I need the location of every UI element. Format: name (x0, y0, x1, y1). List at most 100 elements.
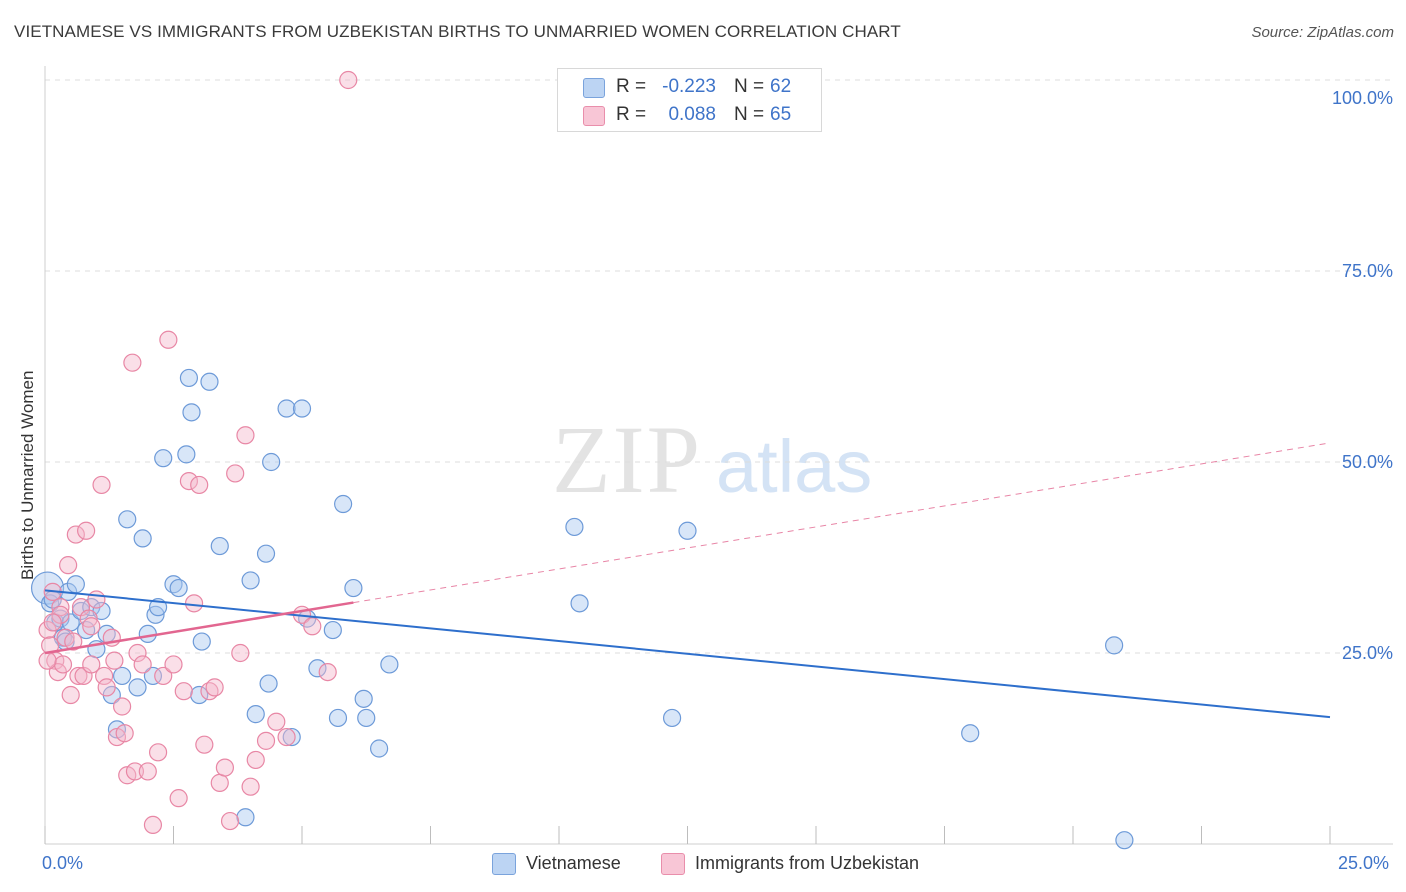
uzbekistan-point (154, 666, 173, 686)
vietnamese-point (179, 368, 199, 388)
vietnamese-point (328, 708, 348, 728)
vietnamese-point (138, 624, 157, 644)
vietnamese-point (190, 685, 209, 705)
vietnamese-point (182, 403, 201, 422)
vietnamese-point (662, 708, 682, 728)
uzbekistan-point (66, 525, 85, 544)
uzbekistan-point (38, 651, 57, 670)
uzbekistan-point (246, 750, 265, 770)
vietnamese-point (169, 578, 188, 598)
legend-r-value: -0.223 (662, 76, 716, 97)
vietnamese-point (177, 445, 196, 464)
vietnamese-point (334, 494, 353, 514)
vietnamese-point (236, 808, 255, 827)
uzbekistan-point (95, 666, 114, 686)
legend-row-vietnamese: R = -0.223 N = 62 (558, 73, 821, 101)
legend-n-value: 62 (770, 76, 792, 97)
uzbekistan-point (159, 330, 178, 349)
uzbekistan-point (277, 727, 296, 747)
legend-swatch-blue (583, 78, 605, 98)
legend-row-uzbekistan: R = 0.088 N = 65 (558, 101, 821, 129)
bottom-legend-label: Immigrants from Uzbekistan (695, 853, 920, 873)
uzbekistan-point (115, 724, 134, 743)
vietnamese-point (282, 727, 301, 747)
vietnamese-point (71, 601, 91, 621)
vietnamese-point (200, 372, 219, 391)
y-tick-labels: 25.0% 50.0% 75.0% 100.0% (1332, 88, 1393, 663)
uzbekistan-point (82, 655, 101, 674)
uzbekistan-point (169, 789, 188, 808)
uzbekistan-point (51, 605, 70, 624)
vietnamese-point (961, 724, 980, 743)
uzbekistan-point (179, 472, 199, 491)
vietnamese-point (256, 544, 276, 563)
axes (44, 66, 1393, 845)
uzbekistan-point (215, 758, 234, 777)
uzbekistan-point (53, 655, 73, 674)
uzbekistan-point (69, 666, 88, 686)
uzbekistan-point (133, 655, 152, 674)
uzbekistan-point (226, 464, 245, 483)
correlation-legend: R = -0.223 N = 62 R = 0.088 N = 65 (557, 68, 822, 132)
vietnamese-point (154, 449, 173, 468)
x-tick-label-min: 0.0% (42, 853, 84, 873)
trend-line-vietnamese (44, 589, 1331, 719)
vietnamese-point (241, 571, 260, 590)
uzbekistan-point (241, 777, 260, 796)
uzbekistan-point (220, 811, 240, 831)
vietnamese-point (570, 594, 589, 613)
vietnamese-point (128, 678, 147, 697)
uzbekistan-point (236, 426, 255, 445)
uzbekistan-point (195, 735, 214, 754)
legend-n-label: N = (734, 76, 765, 97)
vietnamese-point (259, 674, 278, 693)
bottom-legend-swatch-blue (492, 853, 516, 875)
y-tick-label: 100.0% (1332, 88, 1393, 108)
trend-line-uzbekistan-solid (44, 601, 354, 655)
vietnamese-point (262, 452, 281, 472)
vietnamese-point (565, 517, 584, 537)
y-tick-label: 50.0% (1342, 452, 1393, 472)
uzbekistan-point (125, 762, 145, 781)
uzbekistan-point (128, 643, 147, 663)
vietnamese-point (246, 705, 265, 724)
bottom-legend-swatch-pink (661, 853, 685, 875)
chart-source: Source: ZipAtlas.com (1251, 24, 1394, 41)
uzbekistan-point (210, 773, 229, 792)
uzbekistan-point (184, 594, 204, 613)
uzbekistan-point (164, 655, 183, 674)
vietnamese-point (1105, 636, 1124, 655)
uzbekistan-point (303, 617, 322, 636)
uzbekistan-point (77, 521, 96, 540)
uzbekistan-point (97, 678, 116, 697)
uzbekistan-point (318, 662, 337, 682)
uzbekistan-point (267, 712, 286, 731)
vietnamese-point (354, 689, 373, 708)
vietnamese-point (292, 399, 312, 418)
uzbekistan-point (339, 70, 358, 90)
vietnamese-point (323, 620, 342, 640)
legend-n-label: N = (734, 104, 765, 125)
zipatlas-watermark: ZIP atlas (552, 406, 872, 513)
legend-r-label: R = (616, 76, 647, 97)
vietnamese-point (210, 536, 229, 556)
uzbekistan-point (138, 762, 157, 781)
uzbekistan-point (190, 475, 209, 495)
legend-swatch-pink (583, 106, 605, 126)
vietnamese-point (112, 666, 132, 686)
y-axis-label: Births to Unmarried Women (18, 370, 37, 580)
uzbekistan-point (105, 651, 124, 670)
vietnamese-point (143, 666, 163, 686)
uzbekistan-point (87, 590, 106, 609)
uzbekistan-point (148, 743, 168, 762)
vietnamese-point (357, 708, 376, 728)
uzbekistan-point (123, 353, 142, 372)
vietnamese-point (133, 529, 152, 548)
vietnamese-point (277, 399, 296, 418)
vietnamese-point (678, 521, 697, 540)
uzbekistan-point (51, 598, 70, 617)
uzbekistan-point (256, 731, 276, 750)
trend-lines (44, 442, 1331, 719)
vietnamese-point (344, 578, 363, 598)
uzbekistan-point (59, 556, 78, 575)
